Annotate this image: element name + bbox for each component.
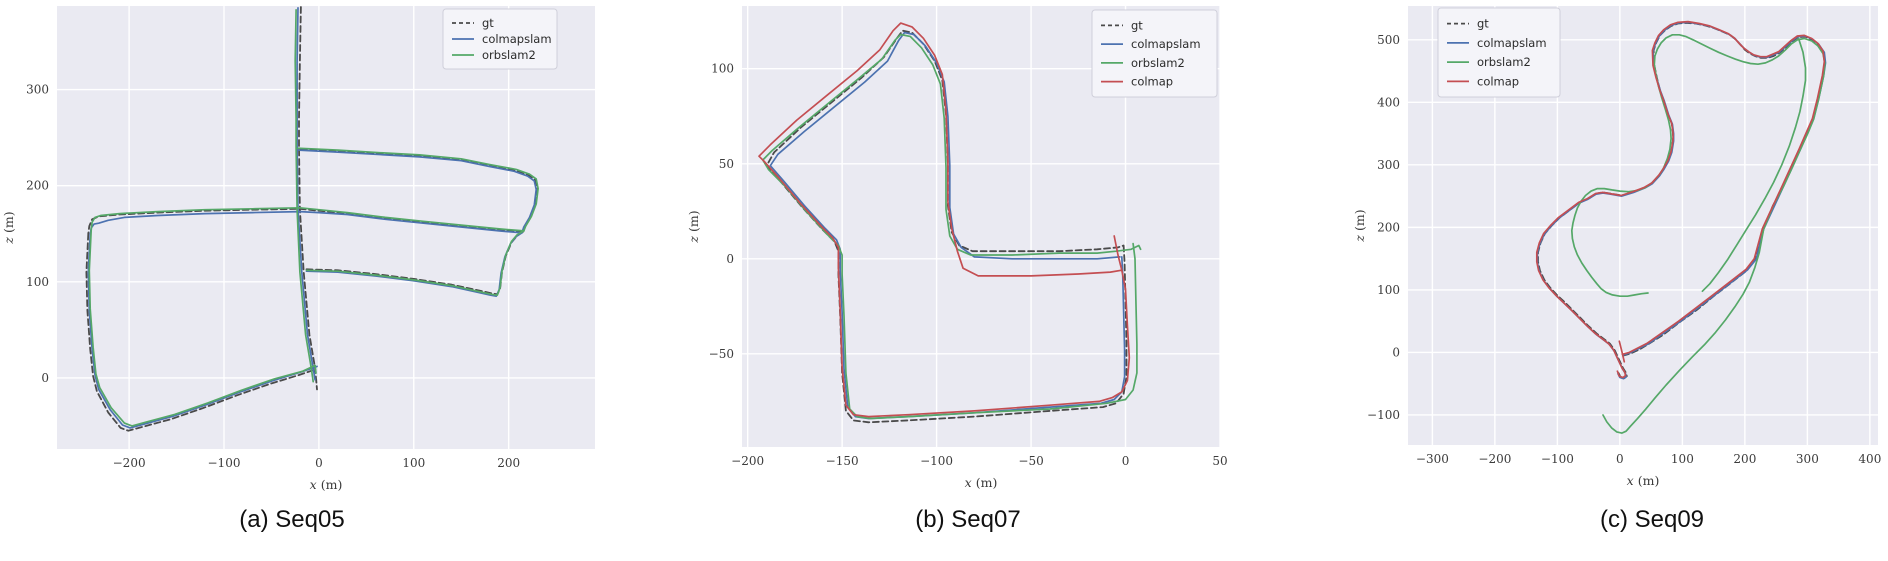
series-colmap-line — [758, 22, 1131, 418]
y-tick-label: 0 — [41, 371, 49, 385]
legend-label-orbslam2: orbslam2 — [1477, 55, 1531, 69]
y-tick-label: 400 — [1377, 95, 1400, 109]
y-tick-label: 500 — [1377, 33, 1400, 47]
legend-label-orbslam2: orbslam2 — [1131, 56, 1185, 70]
x-tick-label: −150 — [826, 454, 859, 468]
series-colmapslam-line — [89, 210, 523, 236]
y-tick-label: 200 — [26, 179, 49, 193]
y-tick-label: −100 — [1367, 408, 1400, 422]
x-tick-label: −200 — [1478, 452, 1511, 466]
y-tick-label: −50 — [709, 347, 734, 361]
y-tick-label: 100 — [26, 275, 49, 289]
series-gt-line — [300, 148, 538, 233]
x-tick-label: 0 — [315, 456, 323, 470]
x-tick-label: −50 — [1018, 454, 1043, 468]
x-tick-label: 400 — [1858, 452, 1881, 466]
x-tick-label: 200 — [1733, 452, 1756, 466]
x-tick-label: −100 — [1541, 452, 1574, 466]
legend-label-colmap: colmap — [1477, 74, 1519, 88]
series-orbslam2-line — [90, 206, 525, 232]
series-orbslam2-line — [761, 33, 1142, 420]
x-tick-label: 0 — [1616, 452, 1624, 466]
x-tick-label: 300 — [1796, 452, 1819, 466]
legend-label-colmapslam: colmapslam — [1477, 36, 1547, 50]
x-axis-label: x (m) — [1627, 473, 1660, 488]
series-orbslam2-line — [1570, 33, 1826, 434]
legend-label-orbslam2: orbslam2 — [482, 48, 536, 62]
series-orbslam2-line — [305, 230, 525, 297]
x-tick-label: 0 — [1122, 454, 1130, 468]
series-colmap-line — [1618, 340, 1626, 363]
legend-label-colmapslam: colmapslam — [482, 32, 552, 46]
legend-label-gt: gt — [482, 16, 494, 30]
y-axis-label: z (m) — [1, 211, 16, 244]
series-colmap-line — [1113, 235, 1123, 272]
y-tick-label: 300 — [1377, 158, 1400, 172]
series-orbslam2-line — [297, 147, 539, 232]
x-tick-label: −200 — [731, 454, 764, 468]
x-tick-label: 200 — [497, 456, 520, 470]
series-colmapslam-line — [87, 233, 318, 429]
x-axis-label: x (m) — [965, 475, 998, 490]
y-tick-label: 200 — [1377, 220, 1400, 234]
series-colmapslam-line — [298, 149, 538, 234]
y-tick-label: 0 — [1392, 345, 1400, 359]
legend-label-gt: gt — [1477, 17, 1489, 31]
y-axis-label: z (m) — [1352, 209, 1367, 242]
x-tick-label: 100 — [402, 456, 425, 470]
caption-seq09: (c) Seq09 — [1599, 506, 1705, 533]
y-tick-label: 300 — [26, 83, 49, 97]
series-gt-line — [85, 232, 317, 432]
legend-label-colmapslam: colmapslam — [1131, 37, 1201, 51]
legend-box — [442, 8, 558, 70]
legend-label-gt: gt — [1131, 18, 1143, 32]
x-tick-label: −200 — [113, 456, 146, 470]
y-tick-label: 50 — [719, 157, 734, 171]
caption-seq05: (a) Seq05 — [239, 506, 345, 533]
plot-area-0 — [57, 6, 595, 449]
y-axis-label: z (m) — [686, 210, 701, 243]
series-orbslam2-line — [294, 8, 315, 383]
legend-box — [1091, 9, 1218, 98]
x-tick-label: −100 — [920, 454, 953, 468]
x-axis-label: x (m) — [310, 477, 343, 492]
legend-label-colmap: colmap — [1131, 75, 1173, 89]
x-tick-label: −300 — [1416, 452, 1449, 466]
series-orbslam2-line — [88, 229, 317, 427]
legend-box — [1437, 7, 1561, 98]
caption-seq07: (b) Seq07 — [915, 506, 1021, 533]
x-tick-label: 50 — [1212, 454, 1227, 468]
y-tick-label: 100 — [711, 62, 734, 76]
y-tick-label: 0 — [726, 252, 734, 266]
series-orbslam2-line — [1701, 37, 1807, 293]
series-gt-line — [305, 230, 524, 296]
series-colmapslam-line — [296, 7, 316, 381]
x-tick-label: −100 — [208, 456, 241, 470]
y-tick-label: 100 — [1377, 283, 1400, 297]
x-tick-label: 100 — [1671, 452, 1694, 466]
series-colmap-line — [1535, 20, 1826, 379]
